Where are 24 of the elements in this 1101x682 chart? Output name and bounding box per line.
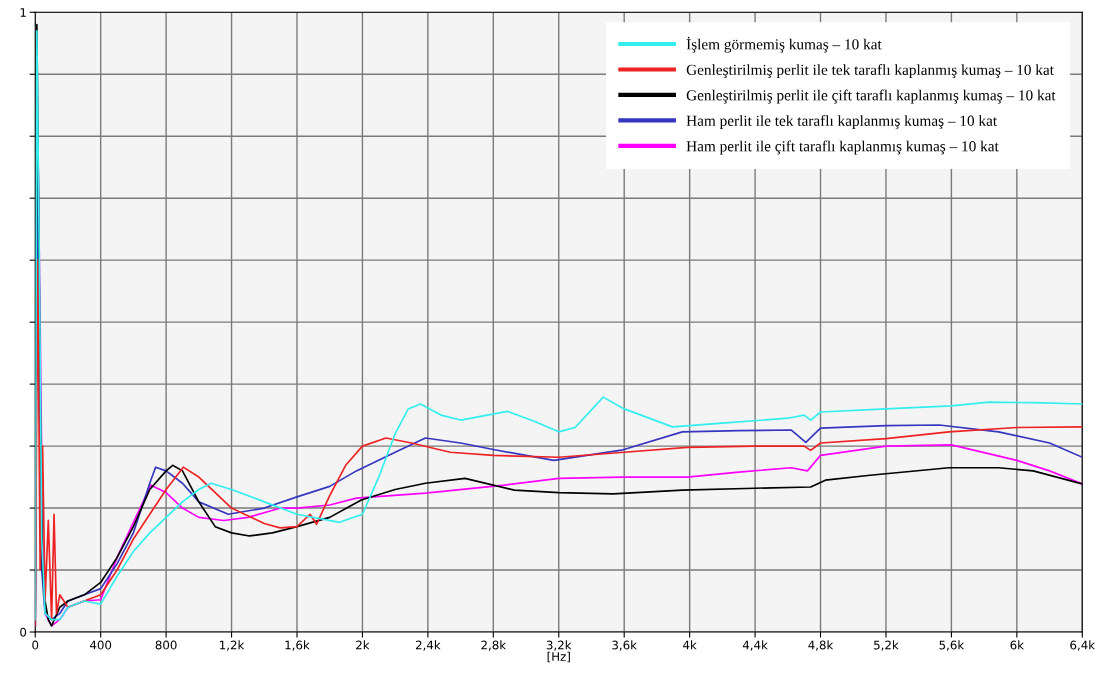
x-tick-label: 5,6k (939, 640, 965, 651)
x-tick-label: 6,4k (1070, 640, 1096, 651)
x-tick-label: 5,2k (874, 640, 899, 651)
x-tick-label: 2k (356, 640, 370, 650)
x-tick-label: 0 (32, 640, 39, 650)
legend-label: Genleştirilmiş perlit ile çift taraflı kaplanmış kumaş – 10 kat (686, 89, 1056, 104)
legend-label: Genleştirilmiş perlit ile tek taraflı kaplanmış kumaş – 10 kat (686, 64, 1054, 79)
x-tick-label: 2,8k (481, 640, 507, 651)
x-tick-label: 2,4k (415, 640, 441, 651)
x-tick-label: 1,6k (285, 640, 310, 651)
y-tick-label: 1 (20, 8, 26, 17)
x-tick-label: 4,4k (742, 640, 768, 651)
x-tick-label: 4,8k (808, 640, 834, 651)
x-axis-title: [Hz] (547, 651, 570, 663)
x-tick-label: 3,2k (546, 640, 572, 651)
x-tick-label: 4k (683, 640, 697, 650)
x-tick-label: 1,2k (220, 640, 245, 651)
x-tick-label: 400 (89, 640, 112, 650)
x-tick-label: 800 (155, 640, 177, 650)
x-tick-label: 6k (1010, 640, 1024, 650)
x-tick-label: 3,6k (612, 640, 637, 651)
legend-label: Ham perlit ile çift taraflı kaplanmış kumaş – 10 kat (686, 140, 999, 155)
legend-label: Ham perlit ile tek taraflı kaplanmış kumaş – 10 kat (686, 115, 998, 130)
legend-label: İşlem görmemiş kumaş – 10 kat (686, 36, 882, 53)
